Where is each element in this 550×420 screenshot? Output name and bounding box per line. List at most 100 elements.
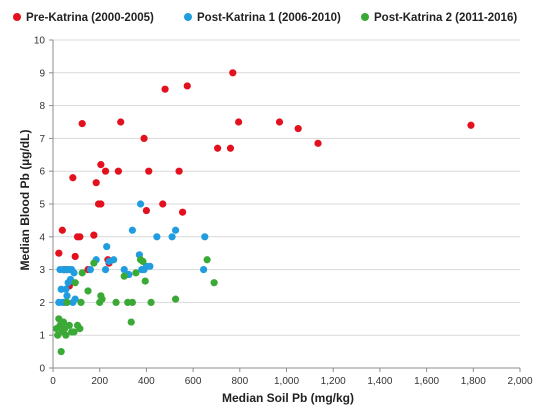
legend-label: Post-Katrina 1 (2006-2010): [197, 12, 341, 24]
x-tick-label: 1,600: [414, 376, 439, 387]
data-point: [92, 179, 100, 187]
data-point: [120, 266, 128, 274]
data-point: [132, 269, 140, 277]
data-point: [101, 266, 110, 274]
x-tick-label: 1,000: [274, 376, 299, 387]
data-point: [55, 249, 63, 257]
data-point: [101, 167, 110, 175]
data-point: [117, 118, 125, 126]
data-point: [171, 226, 180, 234]
data-point: [76, 325, 84, 333]
x-tick-label: 800: [231, 376, 248, 387]
legend-item: Pre-Katrina (2000-2005): [13, 12, 154, 24]
x-tick-label: 1,800: [461, 376, 486, 387]
legend-marker: [361, 13, 369, 21]
x-tick-label: 600: [185, 376, 202, 387]
x-axis-title: Median Soil Pb (mg/kg): [222, 391, 354, 405]
data-point: [183, 82, 191, 90]
data-point: [153, 233, 161, 241]
y-tick-label: 8: [39, 101, 45, 112]
data-point: [90, 231, 98, 239]
data-point: [214, 144, 222, 152]
data-point: [97, 161, 105, 169]
y-tick-label: 6: [39, 167, 45, 178]
data-point: [161, 85, 169, 93]
series-3: [52, 256, 218, 356]
x-tick-label: 1,400: [367, 376, 392, 387]
data-point: [86, 266, 94, 274]
data-point: [65, 321, 73, 329]
data-point: [69, 174, 77, 182]
series-1: [55, 69, 475, 290]
data-point: [210, 279, 218, 287]
x-tick-label: 200: [91, 376, 108, 387]
series-2: [55, 200, 209, 306]
data-point: [146, 262, 154, 270]
data-point: [103, 243, 111, 251]
data-point: [147, 298, 155, 306]
y-tick-label: 4: [39, 232, 45, 243]
data-point: [97, 200, 105, 208]
data-point: [136, 200, 145, 208]
data-point: [58, 226, 66, 234]
data-point: [128, 298, 136, 306]
data-point: [110, 256, 118, 264]
y-tick-label: 2: [39, 298, 45, 309]
data-point: [76, 233, 84, 241]
data-point: [63, 292, 71, 300]
x-tick-label: 1,200: [321, 376, 346, 387]
y-tick-label: 3: [39, 265, 45, 276]
legend-label: Pre-Katrina (2000-2005): [26, 12, 154, 24]
legend-marker: [13, 13, 21, 21]
data-point: [112, 298, 120, 306]
data-points: [52, 69, 475, 356]
data-point: [90, 259, 98, 267]
data-point: [200, 266, 208, 274]
data-point: [84, 287, 92, 295]
data-point: [226, 144, 235, 152]
data-point: [71, 295, 79, 303]
x-tick-label: 0: [50, 376, 56, 387]
data-point: [168, 233, 176, 241]
data-point: [120, 272, 128, 280]
y-tick-label: 5: [39, 200, 45, 211]
data-point: [59, 318, 68, 326]
data-point: [171, 295, 180, 303]
legend-label: Post-Katrina 2 (2011-2016): [374, 12, 517, 24]
data-point: [467, 121, 475, 129]
data-point: [175, 167, 183, 175]
legend-marker: [184, 13, 192, 21]
data-point: [275, 118, 284, 126]
grid-lines: [53, 39, 520, 336]
y-tick-label: 10: [34, 36, 46, 47]
data-point: [62, 285, 70, 293]
data-point: [57, 348, 65, 356]
axes: [49, 39, 521, 372]
y-tick-label: 7: [39, 134, 45, 145]
y-tick-label: 0: [39, 364, 45, 375]
y-tick-label: 1: [39, 331, 45, 342]
data-point: [235, 118, 243, 126]
data-point: [70, 328, 78, 336]
legend-item: Post-Katrina 1 (2006-2010): [184, 12, 341, 24]
data-point: [114, 167, 122, 175]
data-point: [314, 139, 322, 147]
data-point: [178, 208, 187, 216]
x-tick-label: 2,000: [507, 376, 532, 387]
tick-labels: 0 200 400 600 800 1,000 1,200 1,400 1,600 1,800 2,…: [34, 36, 533, 388]
data-point: [78, 269, 86, 277]
data-point: [62, 331, 70, 339]
data-point: [294, 124, 302, 133]
data-point: [70, 269, 78, 277]
legend-item: Post-Katrina 2 (2011-2016): [361, 12, 517, 24]
legend: Pre-Katrina (2000-2005) Post-Katrina 1 (2…: [13, 12, 517, 24]
data-point: [78, 120, 86, 128]
data-point: [145, 167, 153, 175]
x-tick-label: 400: [138, 376, 155, 387]
data-point: [203, 256, 211, 264]
data-point: [128, 226, 136, 234]
data-point: [127, 318, 135, 326]
data-point: [201, 233, 209, 241]
